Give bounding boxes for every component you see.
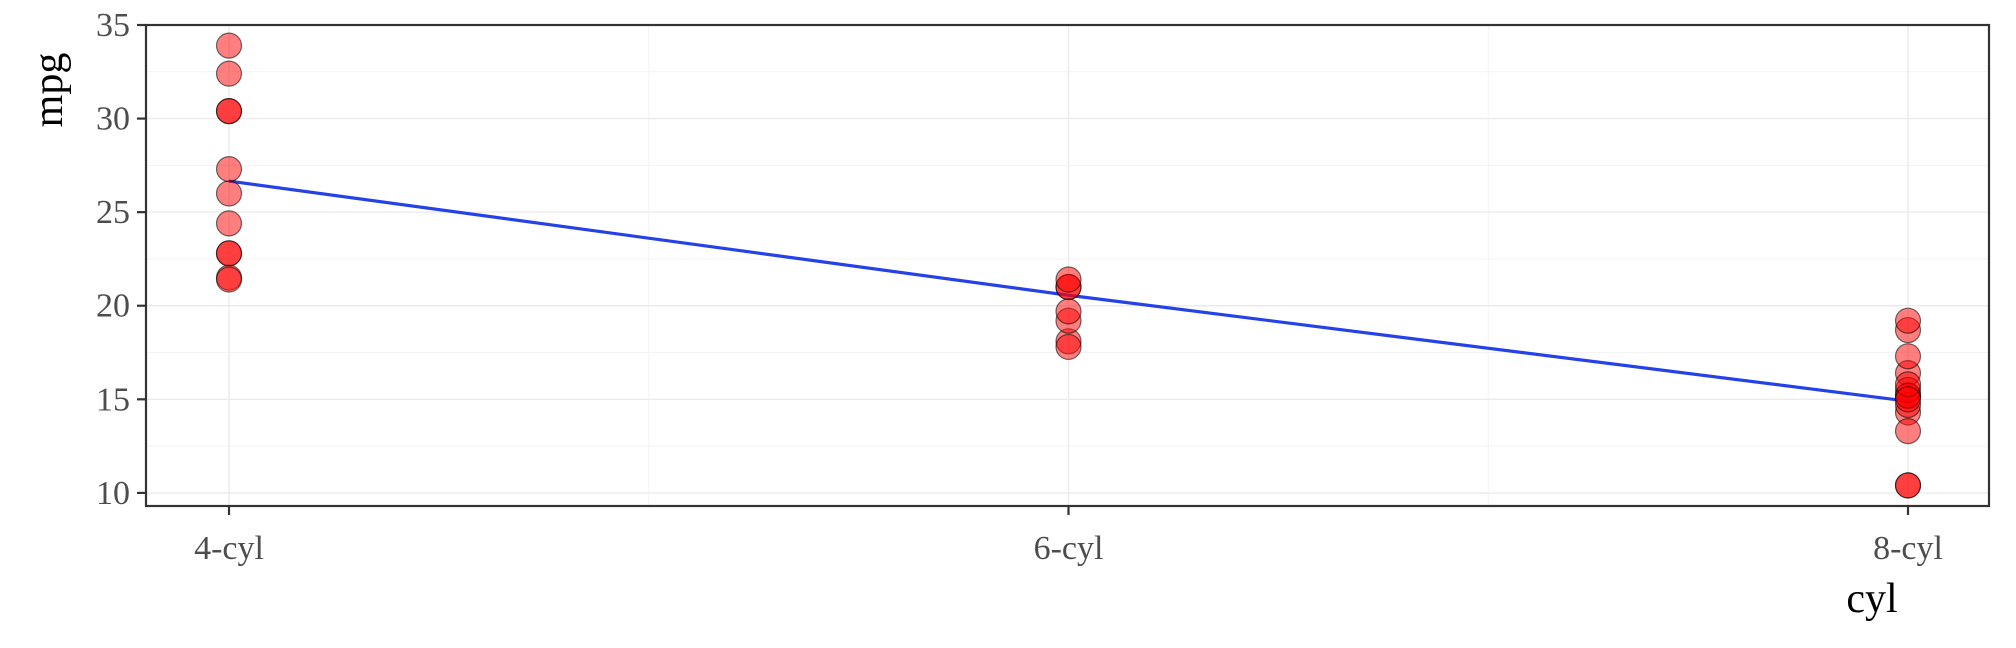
y-tick-label: 10 [96,475,130,512]
data-point [215,60,243,87]
x-tick-label: 8-cyl [1873,530,1943,567]
y-tick-label: 25 [96,194,130,231]
data-point [1894,343,1922,370]
x-tick-label: 6-cyl [1034,530,1104,567]
data-point [215,266,243,293]
y-axis-title: mpg [26,53,72,128]
data-point [215,32,243,59]
y-tick-label: 30 [96,101,130,138]
data-point [1894,307,1922,334]
grid [146,24,1989,506]
data-point [1894,418,1922,445]
data-point [1894,386,1922,413]
y-tick-label: 35 [96,7,130,44]
points-layer [215,32,1922,499]
y-tick-label: 15 [96,381,130,418]
y-axis: 10 15 20 25 30 35 [96,7,146,512]
data-point [215,97,243,125]
data-point [215,210,243,237]
x-tick-label: 4-cyl [194,530,264,567]
data-point [1055,333,1082,361]
x-axis-title: cyl [1846,576,1897,622]
data-point [1055,266,1082,293]
plot-panel-border [144,23,1991,508]
data-point [1055,298,1082,325]
data-point [215,180,243,207]
data-point [215,156,243,183]
y-tick-label: 20 [96,288,130,325]
data-point [1894,472,1922,499]
data-point [215,240,243,267]
x-axis: 4-cyl 6-cyl 8-cyl [194,506,1943,567]
